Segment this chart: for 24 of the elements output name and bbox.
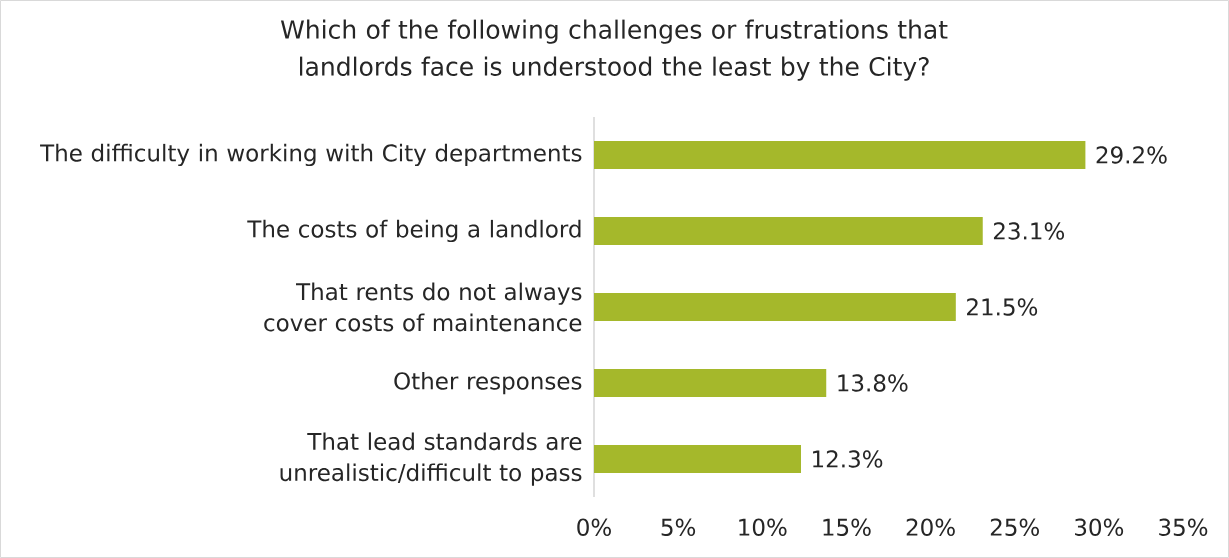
y-tick-label: That lead standards are unrealistic/difficult to pass [280,432,582,486]
x-tick-label: 20% [906,518,955,536]
bar [594,445,801,473]
x-tick-label: 5% [661,518,696,536]
chart-title: Which of the following challenges or frustrations that landlords face is understood the least by the City? [280,19,948,81]
x-tick-label: 10% [739,518,787,536]
data-label: 13.8% [838,374,908,392]
x-tick-label: 0% [577,518,611,536]
data-label: 29.2% [1096,146,1167,164]
x-tick-label: 35% [1159,518,1208,536]
bar [594,293,956,321]
bar [594,141,1086,169]
y-tick-label: The costs of being a landlord [247,219,581,243]
y-tick-label: Other responses [394,371,582,395]
bar [594,217,983,245]
x-tick-label: 15% [823,518,871,536]
data-label: 23.1% [993,222,1065,240]
bar [594,369,827,397]
data-label: 21.5% [967,298,1038,316]
x-tick-label: 30% [1075,518,1124,536]
y-tick-label: That rents do not always cover costs of maintenance [264,282,582,332]
x-tick-label: 25% [990,518,1039,536]
data-label: 12.3% [813,450,883,468]
y-tick-label: The difficulty in working with City departments [40,143,582,167]
